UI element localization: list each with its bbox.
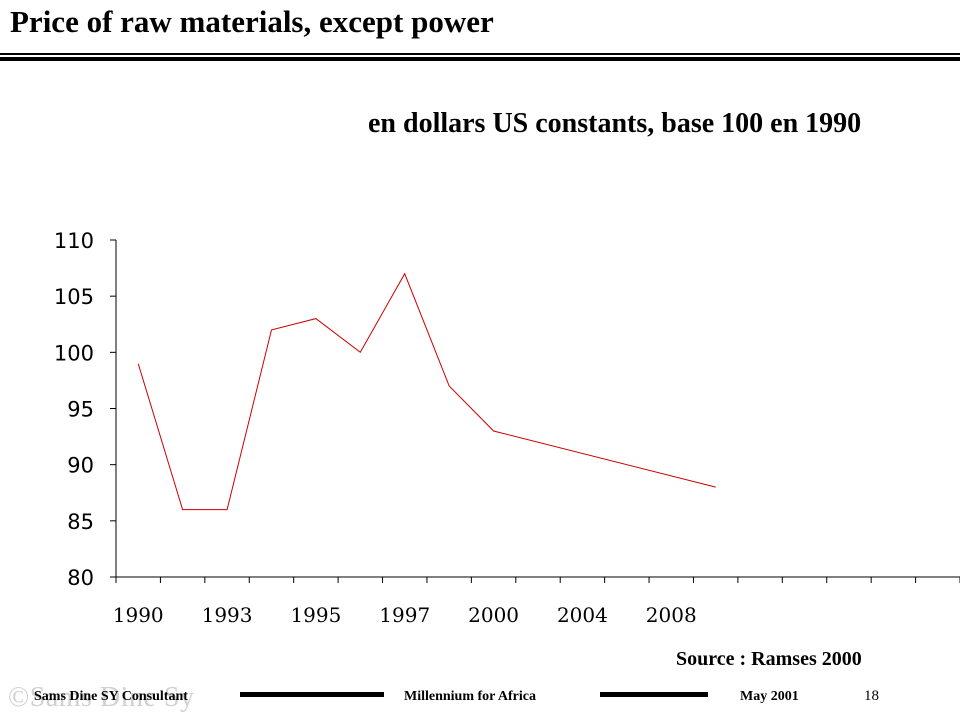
x-tick-label: 1997 [379,603,430,627]
y-tick-label: 90 [67,454,94,478]
y-tick-label: 100 [54,341,94,365]
y-tick-label: 105 [54,285,94,309]
page-title: Price of raw materials, except power [10,4,494,39]
y-tick-label: 85 [67,510,94,534]
y-tick-label: 95 [67,398,94,422]
x-tick-label: 2000 [468,603,519,627]
y-tick-label: 80 [67,566,94,590]
title-rule-thick [0,57,960,61]
x-tick-label: 2004 [557,603,608,627]
x-tick-label: 1995 [290,603,341,627]
source-note: Source : Ramses 2000 [676,648,862,670]
footer-date: May 2001 [740,689,799,704]
copyright-watermark: ©Sams Dine Sy [8,682,195,713]
series-line [137,272,716,511]
footer-divider-right [600,692,708,697]
footer-divider-left [240,692,384,697]
footer-author: Sams Dine SY Consultant [34,689,188,704]
footer-center: Millennium for Africa [404,689,536,704]
title-rule-thin [0,53,960,55]
x-tick-label: 2008 [646,603,697,627]
chart-title: en dollars US constants, base 100 en 199… [368,108,862,139]
x-tick-label: 1990 [113,603,164,627]
page-number: 18 [864,688,879,704]
x-tick-label: 1993 [202,603,253,627]
y-tick-label: 110 [54,229,94,253]
